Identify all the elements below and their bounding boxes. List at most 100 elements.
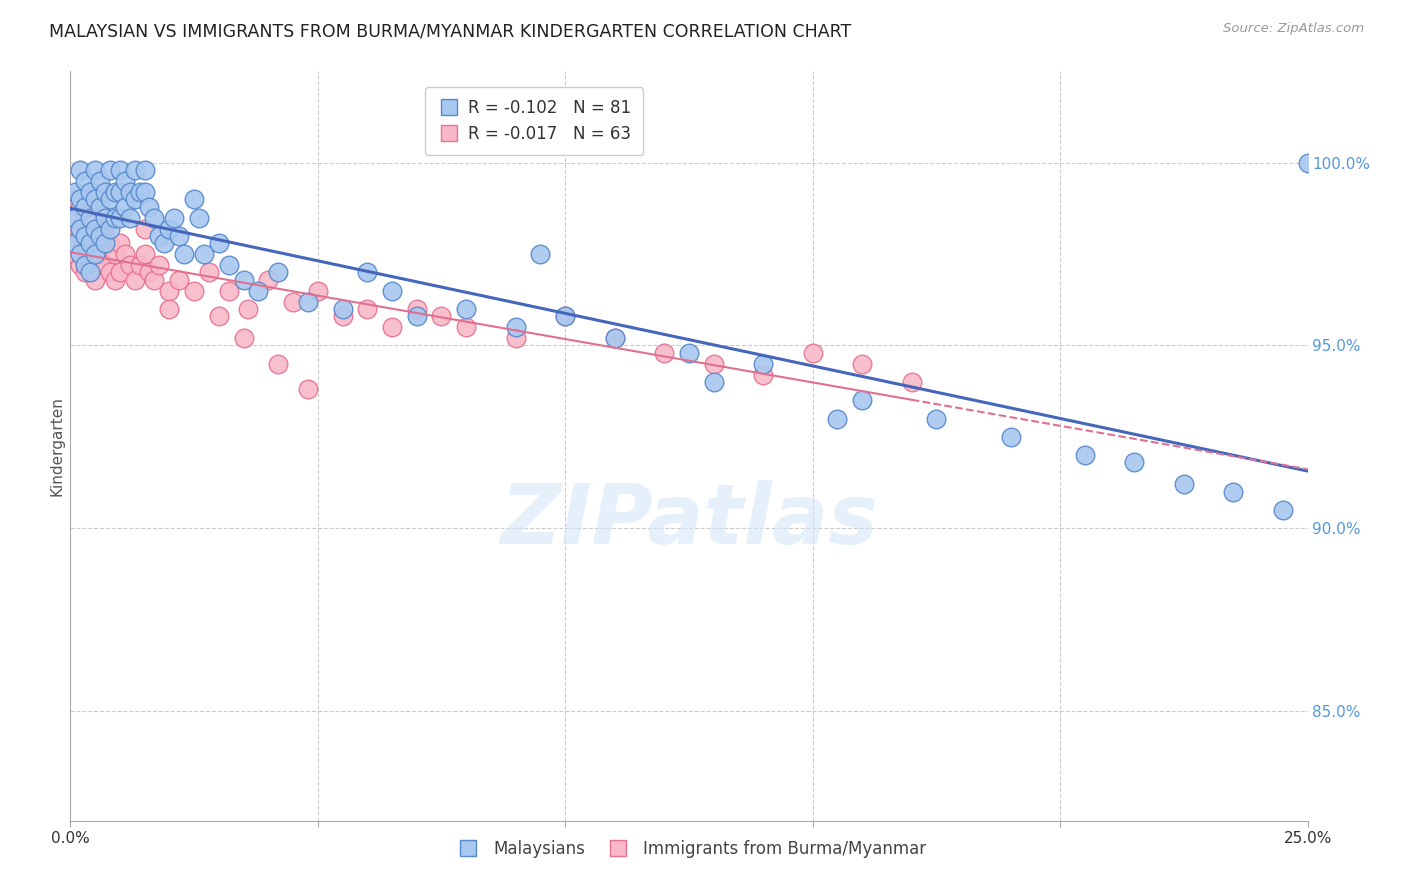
Text: ZIPatlas: ZIPatlas: [501, 481, 877, 561]
Point: [148, 228, 170, 243]
Point: [75, 174, 97, 188]
Point: [603, 331, 626, 345]
Point: [79, 211, 101, 225]
Point: [79, 200, 101, 214]
Point: [65, 236, 87, 251]
Point: [183, 192, 205, 206]
Point: [157, 284, 180, 298]
Point: [79, 236, 101, 251]
Point: [75, 265, 97, 279]
Point: [153, 236, 176, 251]
Point: [75, 228, 97, 243]
Point: [157, 221, 180, 235]
Point: [75, 211, 97, 225]
Point: [98, 265, 121, 279]
Point: [134, 163, 156, 178]
Point: [84, 236, 107, 251]
Point: [505, 331, 527, 345]
Point: [114, 174, 136, 188]
Point: [925, 411, 948, 425]
Point: [1074, 448, 1097, 462]
Point: [89, 228, 111, 243]
Point: [183, 284, 205, 298]
Point: [138, 200, 160, 214]
Point: [703, 357, 725, 371]
Point: [128, 185, 150, 199]
Point: [104, 273, 127, 287]
Point: [124, 273, 146, 287]
Point: [124, 192, 146, 206]
Point: [1222, 484, 1244, 499]
Point: [108, 163, 131, 178]
Point: [900, 375, 922, 389]
Point: [381, 284, 404, 298]
Point: [603, 331, 626, 345]
Point: [84, 163, 107, 178]
Point: [405, 301, 427, 316]
Point: [505, 320, 527, 334]
Point: [297, 294, 319, 309]
Point: [108, 265, 131, 279]
Point: [356, 265, 378, 279]
Point: [94, 185, 117, 199]
Point: [188, 211, 211, 225]
Point: [69, 200, 91, 214]
Point: [405, 310, 427, 324]
Point: [193, 247, 215, 261]
Point: [232, 273, 254, 287]
Point: [108, 236, 131, 251]
Point: [143, 211, 166, 225]
Point: [554, 310, 576, 324]
Point: [98, 163, 121, 178]
Point: [167, 228, 190, 243]
Point: [128, 258, 150, 272]
Point: [1123, 455, 1146, 469]
Point: [163, 211, 186, 225]
Point: [75, 236, 97, 251]
Point: [1000, 430, 1022, 444]
Point: [208, 310, 231, 324]
Point: [84, 273, 107, 287]
Point: [65, 192, 87, 206]
Point: [703, 375, 725, 389]
Point: [75, 200, 97, 214]
Point: [652, 346, 675, 360]
Point: [69, 192, 91, 206]
Y-axis label: Kindergarten: Kindergarten: [49, 396, 65, 496]
Point: [1296, 155, 1319, 169]
Point: [84, 221, 107, 235]
Point: [332, 310, 354, 324]
Point: [79, 265, 101, 279]
Point: [104, 211, 127, 225]
Point: [124, 163, 146, 178]
Point: [84, 247, 107, 261]
Point: [297, 382, 319, 396]
Point: [65, 211, 87, 225]
Point: [104, 247, 127, 261]
Point: [69, 163, 91, 178]
Point: [94, 236, 117, 251]
Point: [554, 310, 576, 324]
Point: [247, 284, 270, 298]
Point: [827, 411, 849, 425]
Text: Source: ZipAtlas.com: Source: ZipAtlas.com: [1223, 22, 1364, 36]
Point: [167, 273, 190, 287]
Point: [157, 301, 180, 316]
Point: [79, 258, 101, 272]
Point: [79, 228, 101, 243]
Point: [257, 273, 280, 287]
Legend: Malaysians, Immigrants from Burma/Myanmar: Malaysians, Immigrants from Burma/Myanma…: [444, 833, 934, 864]
Point: [678, 346, 700, 360]
Point: [94, 211, 117, 225]
Text: MALAYSIAN VS IMMIGRANTS FROM BURMA/MYANMAR KINDERGARTEN CORRELATION CHART: MALAYSIAN VS IMMIGRANTS FROM BURMA/MYANM…: [49, 22, 852, 40]
Point: [94, 258, 117, 272]
Point: [332, 301, 354, 316]
Point: [1173, 477, 1195, 491]
Point: [98, 192, 121, 206]
Point: [118, 185, 141, 199]
Point: [108, 185, 131, 199]
Point: [89, 221, 111, 235]
Point: [94, 228, 117, 243]
Point: [381, 320, 404, 334]
Point: [148, 258, 170, 272]
